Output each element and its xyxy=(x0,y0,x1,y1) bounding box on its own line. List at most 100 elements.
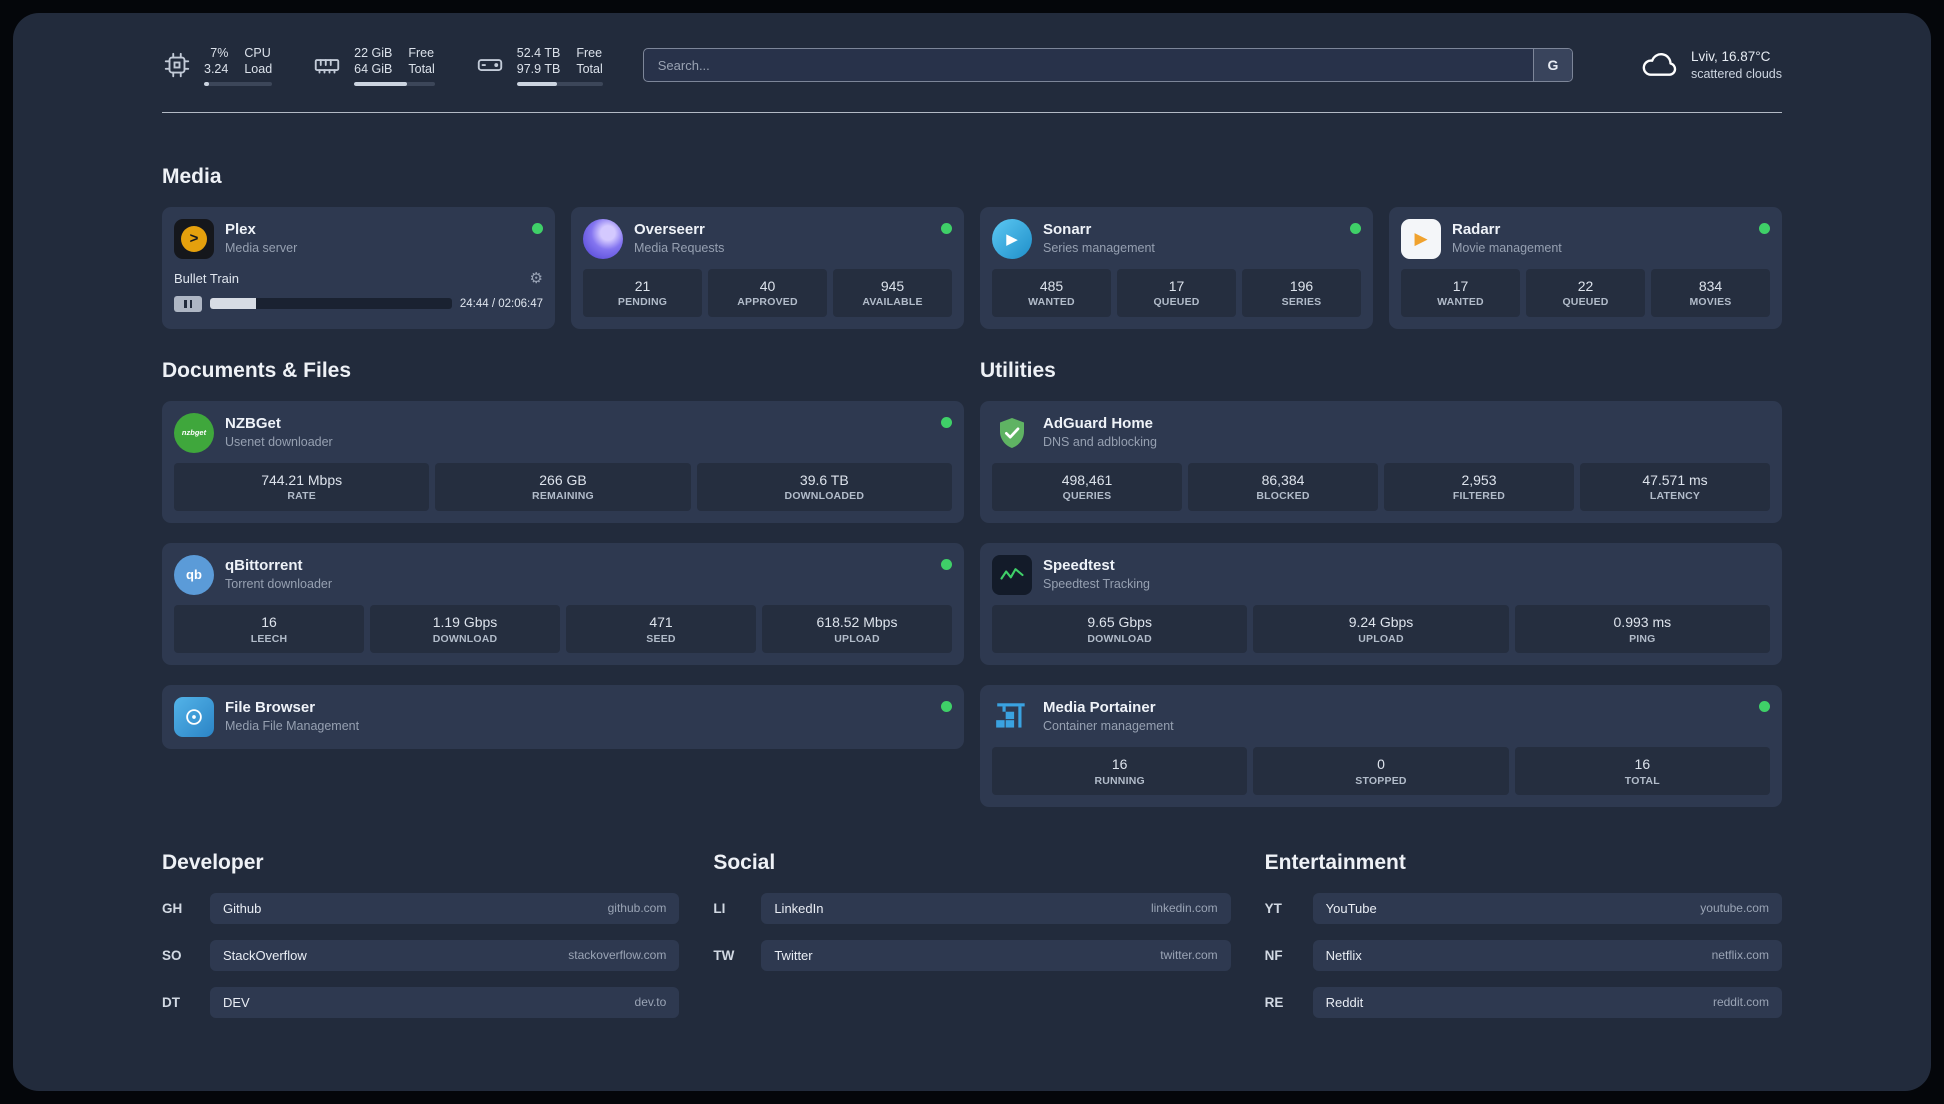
bookmark-link-twitter[interactable]: Twitter twitter.com xyxy=(761,939,1231,971)
service-name: Media Portainer xyxy=(1043,698,1156,716)
bookmark-name: Reddit xyxy=(1325,994,1364,1010)
stat-label: WANTED xyxy=(1437,296,1484,309)
gear-icon[interactable]: ⚙ xyxy=(529,269,543,287)
service-card-adguard[interactable]: AdGuard Home DNS and adblocking 498,461 … xyxy=(980,400,1782,523)
search-provider-button[interactable]: G xyxy=(1532,49,1572,82)
stat-label: BLOCKED xyxy=(1256,490,1310,503)
bookmark-url: reddit.com xyxy=(1712,995,1769,1010)
bookmark-url: youtube.com xyxy=(1700,901,1769,916)
top-bar: 7% CPU 3.24 Load 22 xyxy=(162,13,1782,86)
memory-free-value: 22 GiB xyxy=(354,46,393,60)
stat-label: UPLOAD xyxy=(1358,632,1404,645)
stat-tile: 498,461 QUERIES xyxy=(992,462,1182,511)
search-input[interactable] xyxy=(642,48,1573,83)
memory-readout: 22 GiB Free 64 GiB Total xyxy=(354,45,435,86)
stat-value: 22 xyxy=(1577,277,1594,294)
stat-value: 47.571 ms xyxy=(1642,471,1708,488)
stat-tile: 9.65 Gbps DOWNLOAD xyxy=(992,604,1248,653)
stat-label: QUERIES xyxy=(1062,490,1112,503)
bookmark-abbr: DT xyxy=(162,994,180,1010)
service-card-qbittorrent[interactable]: qb qBittorrent Torrent downloader 16 LEE… xyxy=(162,542,964,665)
bookmark-url: linkedin.com xyxy=(1150,901,1218,916)
bookmark-group-title: Developer xyxy=(162,850,264,874)
bookmark-abbr: YT xyxy=(1264,900,1282,916)
bookmark-group-title: Social xyxy=(713,850,776,874)
bookmark-group-entertainment: Entertainment YT YouTube youtube.com NF … xyxy=(1265,851,1782,1034)
bookmark-link-stackoverflow[interactable]: StackOverflow stackoverflow.com xyxy=(210,939,680,971)
stat-label: SEED xyxy=(646,632,676,645)
stat-label: QUEUED xyxy=(1562,296,1609,309)
stat-tile: 471 SEED xyxy=(566,604,756,653)
bookmark-url: stackoverflow.com xyxy=(568,948,667,963)
stat-tile: 0.993 ms PING xyxy=(1514,604,1770,653)
stat-label: WANTED xyxy=(1028,296,1075,309)
bookmark-name: Github xyxy=(223,900,262,916)
stat-value: 498,461 xyxy=(1061,471,1113,488)
cpu-label: CPU xyxy=(244,46,271,60)
disk-total-label: Total xyxy=(576,62,603,77)
bookmark-link-dev[interactable]: DEV dev.to xyxy=(210,986,680,1018)
bookmark-link-github[interactable]: Github github.com xyxy=(210,892,680,924)
weather-widget[interactable]: Lviv, 16.87°C scattered clouds xyxy=(1639,48,1782,83)
utilities-column: Utilities AdGuard Home xyxy=(980,329,1782,807)
bookmark-link-reddit[interactable]: Reddit reddit.com xyxy=(1312,986,1782,1018)
adguard-icon xyxy=(992,413,1032,453)
service-card-nzbget[interactable]: nzbget NZBGet Usenet downloader 744.21 M… xyxy=(162,400,964,523)
stat-value: 471 xyxy=(649,613,673,630)
bookmark-name: LinkedIn xyxy=(774,900,824,916)
service-card-plex[interactable]: > Plex Media server Bullet Train ⚙ 24:44… xyxy=(162,206,555,329)
bookmark-name: YouTube xyxy=(1325,900,1377,916)
bookmark-abbr: NF xyxy=(1264,947,1283,963)
bookmark-name: Netflix xyxy=(1325,947,1362,963)
section-title-documents: Documents & Files xyxy=(162,358,352,382)
bookmark-name: StackOverflow xyxy=(223,947,307,963)
bookmark-abbr: RE xyxy=(1264,994,1284,1010)
stat-label: DOWNLOADED xyxy=(784,490,865,503)
memory-total-label: Total xyxy=(408,62,435,77)
status-dot xyxy=(532,222,543,234)
bookmark-link-linkedin[interactable]: LinkedIn linkedin.com xyxy=(761,892,1231,924)
bookmark-abbr: TW xyxy=(713,947,735,963)
service-card-overseerr[interactable]: Overseerr Media Requests 21 PENDING 40 A… xyxy=(571,206,964,329)
stat-tile: 16 RUNNING xyxy=(992,746,1248,795)
bookmark-link-netflix[interactable]: Netflix netflix.com xyxy=(1312,939,1782,971)
stat-tile: 196 SERIES xyxy=(1242,268,1361,317)
bookmark-link-youtube[interactable]: YouTube youtube.com xyxy=(1312,892,1782,924)
stat-label: LATENCY xyxy=(1649,490,1701,503)
playback-progress-bar[interactable] xyxy=(210,298,452,309)
service-subtitle: Media File Management xyxy=(225,718,360,733)
disk-total-value: 97.9 TB xyxy=(516,62,561,77)
bookmark-name: Twitter xyxy=(774,947,813,963)
stat-label: UPLOAD xyxy=(834,632,880,645)
stat-value: 744.21 Mbps xyxy=(261,471,343,488)
service-card-filebrowser[interactable]: File Browser Media File Management xyxy=(162,684,964,749)
stat-label: PING xyxy=(1629,632,1656,645)
service-card-sonarr[interactable]: ▶ Sonarr Series management 485 WANTED 17… xyxy=(980,206,1373,329)
bookmarks: Developer GH Github github.com SO StackO… xyxy=(162,851,1782,1034)
stat-label: SERIES xyxy=(1281,296,1322,309)
stat-value: 834 xyxy=(1698,277,1723,294)
service-name: Speedtest xyxy=(1043,556,1115,574)
service-subtitle: Media server xyxy=(225,240,298,255)
stat-value: 0 xyxy=(1377,755,1385,772)
bookmark-item: TW Twitter twitter.com xyxy=(713,939,1231,971)
stat-value: 618.52 Mbps xyxy=(816,613,898,630)
stat-tile: 0 STOPPED xyxy=(1253,746,1509,795)
radarr-icon: ▶ xyxy=(1401,218,1441,259)
bookmark-item: DT DEV dev.to xyxy=(162,986,680,1018)
disk-progress-bar xyxy=(516,81,603,86)
service-card-portainer[interactable]: Media Portainer Container management 16 … xyxy=(980,684,1782,807)
bookmark-item: YT YouTube youtube.com xyxy=(1264,892,1782,924)
pause-button[interactable] xyxy=(174,295,202,312)
stat-value: 2,953 xyxy=(1461,471,1497,488)
portainer-icon xyxy=(992,697,1032,737)
stat-tile: 22 QUEUED xyxy=(1526,268,1645,317)
service-card-speedtest[interactable]: Speedtest Speedtest Tracking 9.65 Gbps D… xyxy=(980,542,1782,665)
memory-progress-bar xyxy=(354,81,435,86)
stat-value: 485 xyxy=(1039,277,1064,294)
speedtest-icon xyxy=(992,554,1032,595)
service-card-radarr[interactable]: ▶ Radarr Movie management 17 WANTED 22 Q… xyxy=(1389,206,1782,329)
service-name: Plex xyxy=(225,220,256,238)
bookmark-group-developer: Developer GH Github github.com SO StackO… xyxy=(162,850,680,1034)
stat-tile: 2,953 FILTERED xyxy=(1384,462,1574,511)
